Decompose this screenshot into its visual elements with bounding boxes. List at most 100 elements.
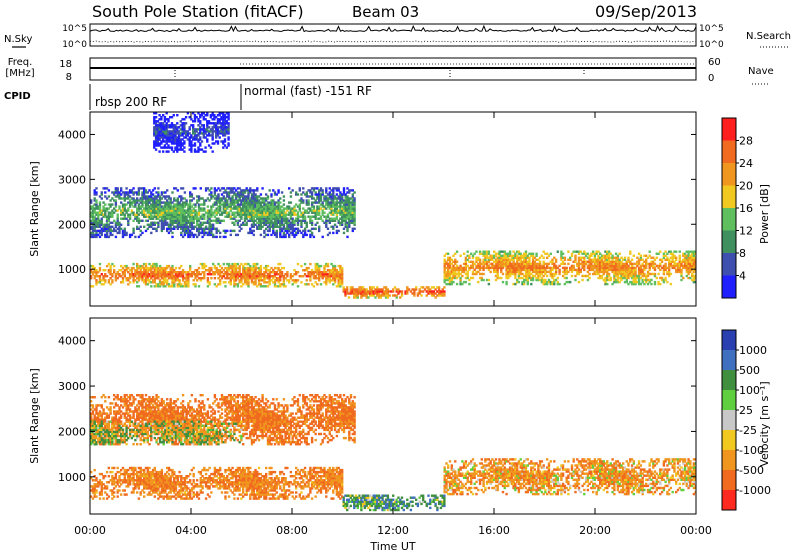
heatmap-cell [432,286,435,289]
heatmap-cell [153,116,156,119]
heatmap-cell [206,211,210,214]
heatmap-cell [445,282,448,286]
heatmap-cell [206,273,210,276]
heatmap-cell [257,215,261,218]
heatmap-cell [190,136,193,139]
heatmap-cell [694,252,696,255]
heatmap-cell [217,217,220,220]
heatmap-cell [519,256,522,259]
heatmap-cell [197,124,200,127]
heatmap-cell [655,256,658,259]
heatmap-cell [181,269,185,272]
heatmap-cell [332,227,335,230]
heatmap-cell [176,211,179,214]
heatmap-cell [95,199,98,202]
heatmap-cell [554,270,558,274]
heatmap-cell [466,254,469,257]
heatmap-cell [150,266,153,270]
heatmap-cell [328,281,331,284]
heatmap-cell [197,205,201,208]
heatmap-cell [383,286,386,289]
heatmap-cell [459,268,462,272]
heatmap-cell [309,209,312,212]
heatmap-cell [530,272,533,276]
heatmap-cell [277,281,280,284]
heatmap-cell [604,256,607,259]
heatmap-cell [370,288,374,291]
heatmap-cell [181,122,184,125]
heatmap-cell [189,199,192,202]
heatmap-cell [326,201,330,204]
heatmap-cell [163,118,167,121]
heatmap-cell [104,211,107,214]
heatmap-cell [208,219,211,222]
heatmap-cell [383,290,386,293]
heatmap-cell [263,277,266,280]
heatmap-cell [118,229,121,233]
heatmap-cell [514,270,517,274]
heatmap-cell [190,273,194,276]
heatmap-cell [332,187,335,190]
heatmap-cell [309,233,312,237]
heatmap-cell [376,290,379,293]
heatmap-cell [691,256,694,259]
heatmap-cell [137,227,141,230]
heatmap-cell [680,262,683,266]
heatmap-cell [181,285,185,288]
heatmap-cell [128,277,132,280]
heatmap-cell [265,199,268,202]
heatmap-cell [678,250,681,253]
heatmap-cell [167,144,170,147]
heatmap-cell [330,203,333,206]
heatmap-cell [348,205,351,208]
heatmap-cell [173,221,176,224]
heatmap-cell [148,223,151,226]
heatmap-cell [91,273,95,276]
heatmap-cell [523,252,526,255]
heatmap-cell [215,197,218,200]
heatmap-cell [127,213,130,216]
heatmap-cell [678,256,681,259]
heatmap-cell [250,231,254,235]
heatmap-cell [146,223,149,226]
heatmap-cell [302,275,305,278]
heatmap-cell [180,209,183,212]
heatmap-cell [141,277,144,280]
heatmap-cell [415,288,418,291]
heatmap-cell [121,271,125,274]
heatmap-cell [448,266,452,270]
heatmap-cell [95,283,98,286]
heatmap-cell [531,268,535,272]
heatmap-cell [622,258,625,261]
heatmap-cell [282,231,286,235]
heatmap-cell [268,275,271,278]
heatmap-cell [339,191,342,194]
heatmap-cell [243,203,247,206]
heatmap-cell [581,260,584,263]
heatmap-cell [484,260,487,263]
heatmap-cell [406,292,409,295]
heatmap-cell [263,205,266,208]
heatmap-cell [607,278,611,282]
heatmap-cell [413,292,416,295]
heatmap-cell [180,203,183,206]
heatmap-cell [266,203,270,206]
heatmap-cell [577,264,581,268]
heatmap-cell [164,279,167,282]
heatmap-cell [109,264,112,268]
heatmap-cell [471,256,475,259]
heatmap-cell [277,269,280,272]
heatmap-cell [524,262,528,266]
heatmap-cell [160,128,163,131]
heatmap-cell [367,296,370,299]
heatmap-cell [309,215,312,218]
heatmap-cell [151,207,155,210]
heatmap-cell [330,209,333,212]
heatmap-cell [348,201,351,204]
heatmap-cell [487,268,491,272]
heatmap-cell [197,213,201,216]
heatmap-cell [374,292,377,295]
heatmap-cell [215,235,218,239]
heatmap-cell [270,225,273,228]
heatmap-cell [496,268,499,272]
